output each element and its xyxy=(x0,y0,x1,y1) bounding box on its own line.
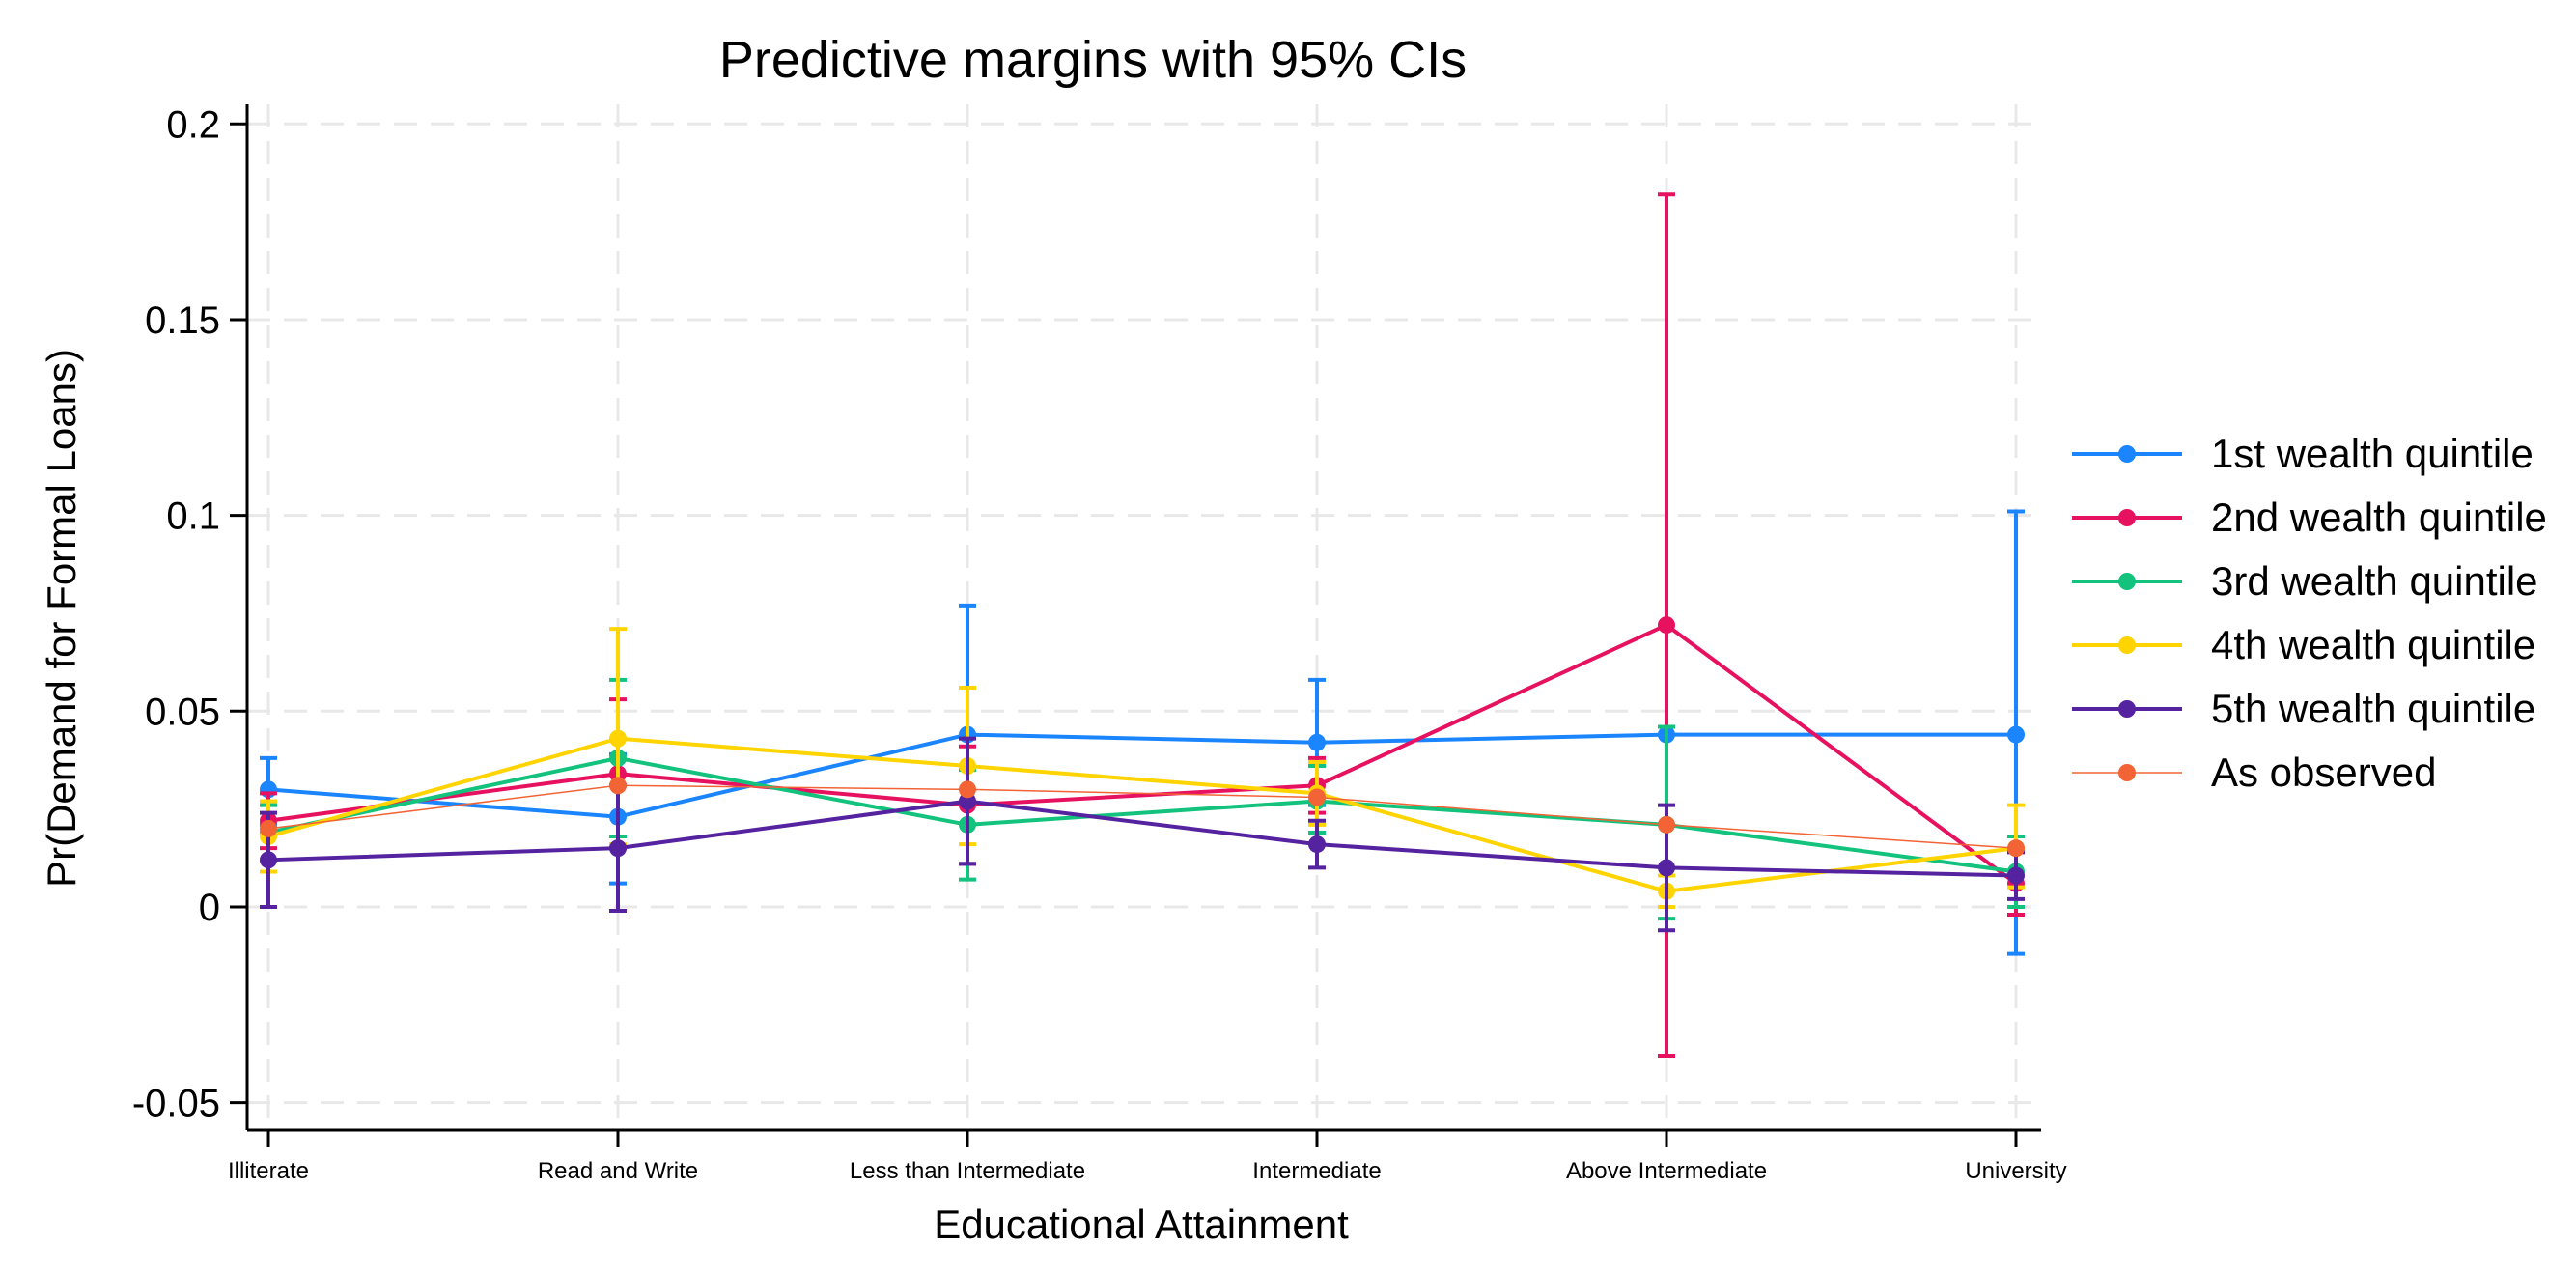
data-point xyxy=(1308,733,1326,751)
y-axis-title: Pr(Demand for Formal Loans) xyxy=(39,349,84,888)
y-tick-label: -0.05 xyxy=(132,1083,220,1125)
x-tick-label: Illiterate xyxy=(228,1158,309,1184)
data-point xyxy=(609,777,627,795)
axes xyxy=(245,104,2041,1132)
legend-label: 2nd wealth quintile xyxy=(2211,495,2547,540)
legend-label: 5th wealth quintile xyxy=(2211,686,2535,731)
legend-item: 2nd wealth quintile xyxy=(2072,495,2547,540)
y-tick-label: 0.05 xyxy=(145,691,220,733)
data-point xyxy=(260,819,277,837)
legend-label: 4th wealth quintile xyxy=(2211,622,2535,667)
data-point xyxy=(609,729,627,748)
series-6 xyxy=(260,777,2025,858)
data-point xyxy=(260,851,277,869)
legend-item: 4th wealth quintile xyxy=(2072,622,2535,667)
series-line-2nd-wealth-quintile xyxy=(267,623,2018,886)
legend-label: 3rd wealth quintile xyxy=(2211,558,2538,604)
y-tick-label: 0.2 xyxy=(166,103,220,146)
data-point xyxy=(609,839,627,858)
series-line-as-observed xyxy=(267,784,2017,849)
data-point xyxy=(1658,815,1675,834)
legend-item: 3rd wealth quintile xyxy=(2072,558,2538,604)
data-point xyxy=(2007,725,2025,744)
data-point xyxy=(959,780,976,799)
data-point xyxy=(2007,839,2025,858)
series-line-3rd-wealth-quintile xyxy=(267,755,2017,874)
x-tick-label: Intermediate xyxy=(1252,1158,1381,1184)
series-line-4th-wealth-quintile xyxy=(267,736,2017,893)
x-tick-label: Above Intermediate xyxy=(1566,1158,1767,1184)
x-tick-label: University xyxy=(1965,1158,2066,1184)
legend-swatch-marker xyxy=(2118,445,2136,463)
legend-label: As observed xyxy=(2211,750,2436,795)
ticks: -0.05 0 0.05 0.1 0.15 0.2 Illiterate Read and W… xyxy=(132,103,2067,1184)
series-line-1st-wealth-quintile xyxy=(267,732,2016,819)
legend: 1st wealth quintile 2nd wealth quintile 3r… xyxy=(2072,431,2547,795)
data-point xyxy=(1308,788,1326,806)
x-tick-label: Read and Write xyxy=(538,1158,698,1184)
series-5 xyxy=(260,736,2025,933)
x-tick-label: Less than Intermediate xyxy=(850,1158,1085,1184)
data-point xyxy=(1308,835,1326,854)
legend-swatch-marker xyxy=(2118,764,2136,781)
chart-title: Predictive margins with 95% CIs xyxy=(719,31,1467,89)
y-tick-label: 0 xyxy=(199,887,220,929)
legend-item: 1st wealth quintile xyxy=(2072,431,2534,476)
legend-item: 5th wealth quintile xyxy=(2072,686,2535,731)
y-tick-label: 0.1 xyxy=(166,495,220,538)
data-point xyxy=(1658,616,1675,635)
legend-label: 1st wealth quintile xyxy=(2211,431,2534,476)
series xyxy=(260,192,2025,1058)
legend-swatch-marker xyxy=(2118,509,2136,526)
legend-swatch-marker xyxy=(2118,573,2136,590)
legend-swatch-marker xyxy=(2118,700,2136,718)
y-tick-label: 0.15 xyxy=(145,299,220,342)
data-point xyxy=(1658,859,1675,877)
series-line-5th-wealth-quintile xyxy=(267,799,2017,878)
legend-item: As observed xyxy=(2072,750,2436,795)
data-point xyxy=(2007,866,2025,885)
legend-swatch-marker xyxy=(2118,636,2136,654)
x-axis-title: Educational Attainment xyxy=(934,1202,1349,1247)
